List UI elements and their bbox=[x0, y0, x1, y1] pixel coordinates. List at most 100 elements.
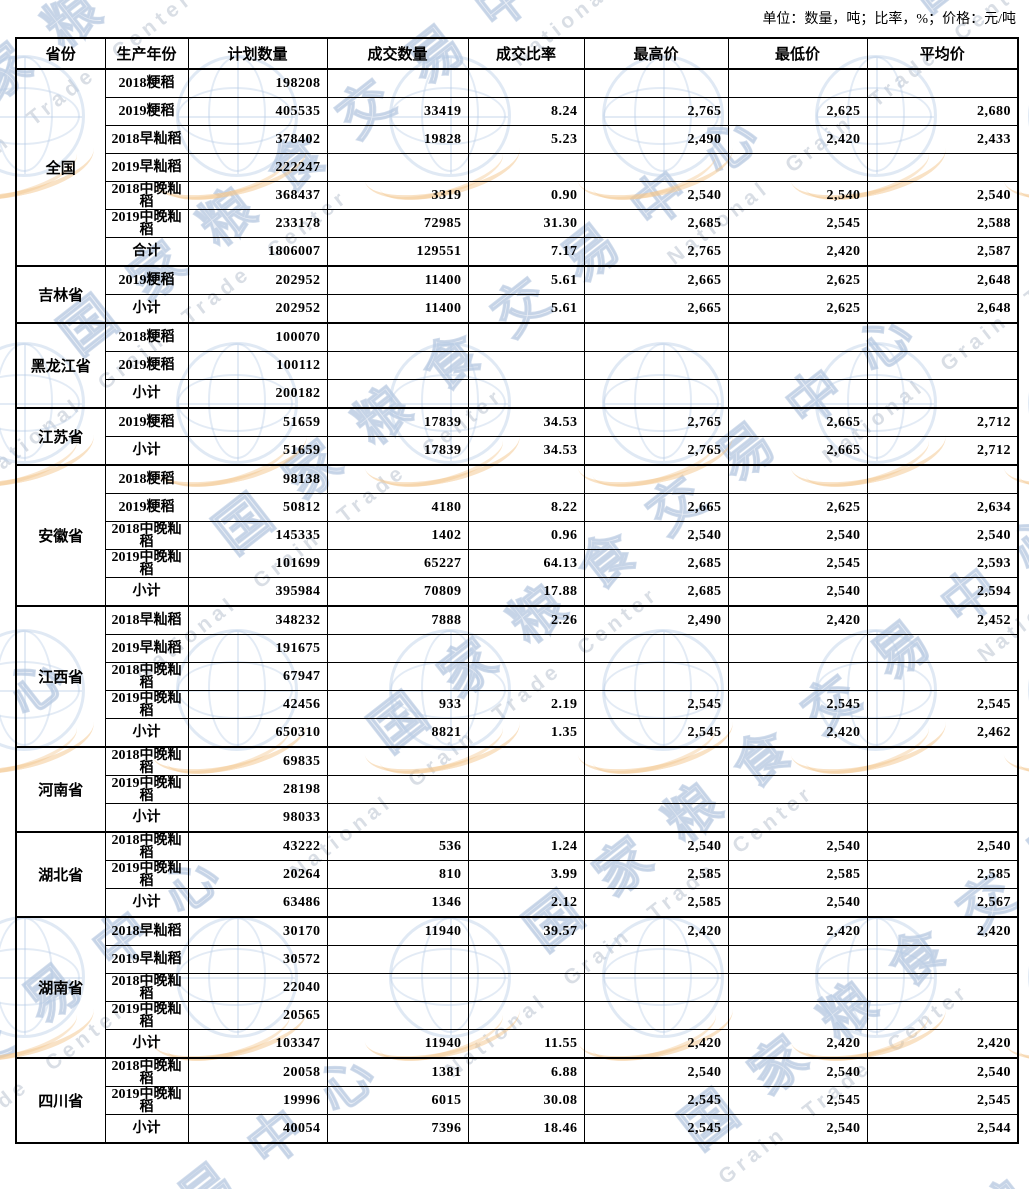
cell-planned-quantity: 100112 bbox=[187, 351, 328, 380]
cell-average-price: 2,593 bbox=[866, 549, 1019, 578]
cell-average-price: 2,420 bbox=[866, 1029, 1019, 1059]
cell-lowest-price: 2,540 bbox=[727, 521, 868, 550]
cell-production-year: 2018中晚籼稻 bbox=[104, 973, 189, 1002]
table-row: 2018早籼稻 378402 19828 5.23 2,490 2,420 2,433 bbox=[16, 125, 1019, 154]
cell-lowest-price bbox=[727, 322, 868, 352]
table-row: 2019中晚籼稻 20565 bbox=[16, 1001, 1019, 1030]
cell-planned-quantity: 198208 bbox=[187, 68, 328, 98]
cell-planned-quantity: 22040 bbox=[187, 973, 328, 1002]
cell-lowest-price bbox=[727, 634, 868, 663]
province-section-5: 江西省 2018早籼稻 348232 7888 2.26 2,490 2,420 2,452 2… bbox=[15, 605, 1019, 748]
table-row: 2019中晚籼稻 101699 65227 64.13 2,685 2,545 2,593 bbox=[16, 549, 1019, 578]
table-row: 2019早籼稻 191675 bbox=[16, 634, 1019, 663]
cell-deal-quantity: 33419 bbox=[326, 97, 469, 126]
cell-lowest-price: 2,545 bbox=[727, 209, 868, 238]
cell-production-year: 小计 bbox=[104, 718, 189, 748]
cell-planned-quantity: 51659 bbox=[187, 436, 328, 466]
header-row: 省份 生产年份 计划数量 成交数量 成交比率 最高价 最低价 平均价 bbox=[15, 37, 1019, 70]
cell-deal-ratio bbox=[467, 464, 585, 494]
cell-lowest-price: 2,665 bbox=[727, 436, 868, 466]
cell-lowest-price bbox=[727, 973, 868, 1002]
unit-note: 单位：数量，吨；比率，%；价格：元/吨 bbox=[762, 12, 1016, 27]
cell-production-year: 小计 bbox=[104, 577, 189, 607]
cell-deal-ratio: 6.88 bbox=[467, 1057, 585, 1087]
cell-average-price bbox=[866, 662, 1019, 691]
cell-planned-quantity: 19996 bbox=[187, 1086, 328, 1115]
table-row: 湖南省 2018早籼稻 30170 11940 39.57 2,420 2,420 2,420 bbox=[15, 916, 1019, 1059]
table-row: 江苏省 2019粳稻 51659 17839 34.53 2,765 2,665 2,712 bbox=[15, 407, 1019, 466]
cell-production-year: 2018中晚籼稻 bbox=[104, 662, 189, 691]
cell-deal-ratio: 64.13 bbox=[467, 549, 585, 578]
cell-lowest-price: 2,585 bbox=[727, 860, 868, 889]
cell-deal-quantity bbox=[326, 68, 469, 98]
cell-highest-price bbox=[583, 351, 729, 380]
cell-production-year: 2018早籼稻 bbox=[104, 605, 189, 635]
cell-deal-ratio bbox=[467, 973, 585, 1002]
cell-deal-ratio: 34.53 bbox=[467, 436, 585, 466]
cell-highest-price: 2,665 bbox=[583, 493, 729, 522]
cell-highest-price bbox=[583, 68, 729, 98]
cell-planned-quantity: 405535 bbox=[187, 97, 328, 126]
cell-planned-quantity: 145335 bbox=[187, 521, 328, 550]
cell-deal-ratio: 8.24 bbox=[467, 97, 585, 126]
cell-deal-quantity bbox=[326, 464, 469, 494]
cell-deal-quantity bbox=[326, 973, 469, 1002]
cell-deal-quantity bbox=[326, 945, 469, 974]
cell-deal-ratio bbox=[467, 662, 585, 691]
cell-average-price bbox=[866, 746, 1019, 776]
cell-deal-ratio: 5.23 bbox=[467, 125, 585, 154]
cell-production-year: 2019粳稻 bbox=[104, 493, 189, 522]
cell-production-year: 小计 bbox=[104, 803, 189, 833]
cell-production-year: 2018中晚籼稻 bbox=[104, 1057, 189, 1087]
cell-highest-price: 2,540 bbox=[583, 831, 729, 861]
cell-average-price bbox=[866, 1001, 1019, 1030]
province-section-3: 江苏省 2019粳稻 51659 17839 34.53 2,765 2,665 2,712 小… bbox=[15, 407, 1019, 466]
cell-average-price: 2,567 bbox=[866, 888, 1019, 918]
cell-deal-ratio bbox=[467, 803, 585, 833]
cell-province: 四川省 bbox=[15, 1057, 106, 1144]
cell-province: 安徽省 bbox=[15, 464, 106, 607]
cell-planned-quantity: 40054 bbox=[187, 1114, 328, 1144]
col-header-production-year: 生产年份 bbox=[104, 37, 189, 70]
cell-deal-quantity: 7396 bbox=[326, 1114, 469, 1144]
cell-deal-ratio: 2.12 bbox=[467, 888, 585, 918]
cell-average-price bbox=[866, 464, 1019, 494]
cell-deal-ratio bbox=[467, 945, 585, 974]
cell-average-price bbox=[866, 945, 1019, 974]
cell-lowest-price bbox=[727, 68, 868, 98]
cell-highest-price: 2,765 bbox=[583, 237, 729, 267]
cell-average-price: 2,545 bbox=[866, 690, 1019, 719]
cell-lowest-price: 2,420 bbox=[727, 916, 868, 946]
cell-average-price: 2,540 bbox=[866, 831, 1019, 861]
cell-planned-quantity: 20264 bbox=[187, 860, 328, 889]
cell-average-price bbox=[866, 379, 1019, 409]
cell-average-price: 2,712 bbox=[866, 436, 1019, 466]
cell-production-year: 2019中晚籼稻 bbox=[104, 1001, 189, 1030]
col-header-lowest-price: 最低价 bbox=[727, 37, 868, 70]
cell-average-price: 2,540 bbox=[866, 1057, 1019, 1087]
cell-production-year: 2019粳稻 bbox=[104, 97, 189, 126]
cell-highest-price: 2,545 bbox=[583, 1086, 729, 1115]
cell-deal-ratio: 5.61 bbox=[467, 294, 585, 324]
table-row: 2019中晚籼稻 42456 933 2.19 2,545 2,545 2,545 bbox=[16, 690, 1019, 719]
table-row: 黑龙江省 2018粳稻 100070 bbox=[15, 322, 1019, 409]
cell-lowest-price: 2,540 bbox=[727, 1057, 868, 1087]
cell-deal-ratio bbox=[467, 68, 585, 98]
cell-deal-quantity: 70809 bbox=[326, 577, 469, 607]
cell-deal-quantity: 536 bbox=[326, 831, 469, 861]
cell-deal-ratio bbox=[467, 775, 585, 804]
cell-deal-quantity: 72985 bbox=[326, 209, 469, 238]
cell-lowest-price: 2,625 bbox=[727, 294, 868, 324]
cell-planned-quantity: 63486 bbox=[187, 888, 328, 918]
cell-deal-ratio bbox=[467, 351, 585, 380]
cell-deal-quantity: 11400 bbox=[326, 294, 469, 324]
cell-deal-quantity bbox=[326, 351, 469, 380]
table-row: 2019粳稻 100112 bbox=[16, 351, 1019, 380]
table-row: 2019早籼稻 30572 bbox=[16, 945, 1019, 974]
cell-province: 湖南省 bbox=[15, 916, 106, 1059]
cell-production-year: 2019粳稻 bbox=[104, 407, 189, 437]
cell-highest-price: 2,490 bbox=[583, 125, 729, 154]
table-header: 省份 生产年份 计划数量 成交数量 成交比率 最高价 最低价 平均价 bbox=[15, 37, 1019, 70]
cell-planned-quantity: 202952 bbox=[187, 265, 328, 295]
cell-planned-quantity: 368437 bbox=[187, 181, 328, 210]
